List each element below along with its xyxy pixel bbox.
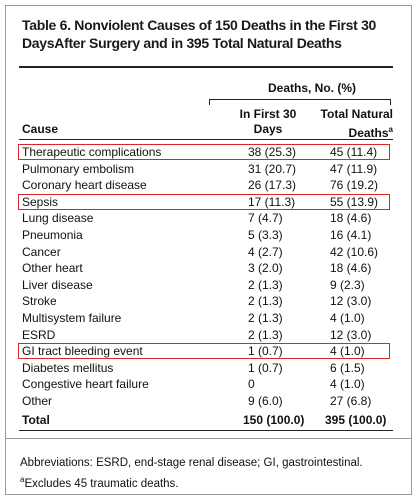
highlight-box <box>18 193 390 210</box>
total-label: Total <box>22 412 50 427</box>
bracket-end <box>209 99 210 105</box>
value-cell: 12 (3.0) <box>330 327 372 342</box>
value-cell: 45 (11.4) <box>330 145 378 159</box>
value-cell: 9 (6.0) <box>248 394 283 408</box>
bracket <box>209 99 391 100</box>
table-card: Table 6. Nonviolent Causes of 150 Deaths… <box>5 5 412 495</box>
rule <box>6 438 411 439</box>
value-cell: 17 (11.3) <box>248 194 296 209</box>
value-cell: 18 (4.6) <box>330 261 372 276</box>
value-cell: 9 (2.3) <box>330 277 365 292</box>
cause-cell: Lung disease <box>22 211 94 226</box>
value-cell: 2 (1.3) <box>248 294 283 309</box>
cause-cell: Pulmonary embolism <box>22 161 135 176</box>
value-cell: 76 (19.2) <box>330 178 379 193</box>
value-cell: 31 (20.7) <box>248 161 297 176</box>
value-cell: 2 (1.3) <box>248 277 283 292</box>
value-cell: 0 <box>248 377 255 392</box>
value-cell: 2 (1.3) <box>248 311 283 325</box>
cause-cell: Coronary heart disease <box>22 178 147 193</box>
table-title: Table 6. Nonviolent Causes of 150 Deaths… <box>22 17 377 51</box>
value-cell: 4 (1.0) <box>330 344 365 359</box>
value-cell: 55 (13.9) <box>330 194 379 209</box>
group-header: Deaths, No. (%) <box>268 81 357 95</box>
cause-cell: Sepsis <box>22 194 59 209</box>
column-header: Cause <box>22 122 59 136</box>
highlight-box <box>18 144 390 160</box>
cause-cell: Other heart <box>22 261 83 276</box>
value-cell: 47 (11.9) <box>330 161 378 176</box>
value-cell: 38 (25.3) <box>248 145 297 159</box>
value-cell: 5 (3.3) <box>248 228 283 242</box>
rule <box>19 66 393 68</box>
column-header: In First 30 Days <box>239 107 297 136</box>
value-cell: 42 (10.6) <box>330 244 379 259</box>
cause-cell: Liver disease <box>22 277 93 292</box>
value-cell: 12 (3.0) <box>330 294 372 309</box>
cause-cell: Stroke <box>22 294 57 309</box>
footnote: Abbreviations: ESRD, end-stage renal dis… <box>20 457 363 469</box>
footnote-mark: a <box>20 475 25 484</box>
value-cell: 6 (1.5) <box>330 360 365 375</box>
value-cell: 4 (1.0) <box>330 377 365 392</box>
value-cell: 4 (1.0) <box>330 311 365 325</box>
total-value: 150 (100.0) <box>243 412 305 427</box>
cause-cell: Therapeutic complications <box>22 145 162 159</box>
value-cell: 1 (0.7) <box>248 360 283 375</box>
footnote-text: Excludes 45 traumatic deaths. <box>24 477 179 490</box>
total-value: 395 (100.0) <box>325 412 387 427</box>
value-cell: 2 (1.3) <box>248 327 283 342</box>
value-cell: 26 (17.3) <box>248 178 297 193</box>
value-cell: 7 (4.7) <box>248 211 283 226</box>
value-cell: 27 (6.8) <box>330 394 372 408</box>
footnote: aExcludes 45 traumatic deaths. <box>20 472 179 492</box>
cause-cell: Cancer <box>22 244 61 259</box>
cause-cell: ESRD <box>22 327 56 342</box>
footnote-mark: a <box>388 125 393 134</box>
column-header-text: Total Natural Deaths <box>320 107 393 140</box>
cause-cell: Diabetes mellitus <box>22 360 114 375</box>
value-cell: 3 (2.0) <box>248 261 283 276</box>
value-cell: 1 (0.7) <box>248 344 283 359</box>
cause-cell: Other <box>22 394 53 408</box>
cause-cell: Congestive heart failure <box>22 377 149 392</box>
cause-cell: Pneumonia <box>22 228 83 242</box>
value-cell: 16 (4.1) <box>330 228 372 242</box>
rule <box>19 429 393 431</box>
highlight-box <box>18 343 390 360</box>
value-cell: 4 (2.7) <box>248 244 283 259</box>
cause-cell: GI tract bleeding event <box>22 344 143 359</box>
column-header: Total Natural Deathsa <box>313 107 393 141</box>
value-cell: 18 (4.6) <box>330 211 372 226</box>
bracket-end <box>390 99 391 105</box>
cause-cell: Multisystem failure <box>22 311 122 325</box>
rule <box>19 139 393 140</box>
